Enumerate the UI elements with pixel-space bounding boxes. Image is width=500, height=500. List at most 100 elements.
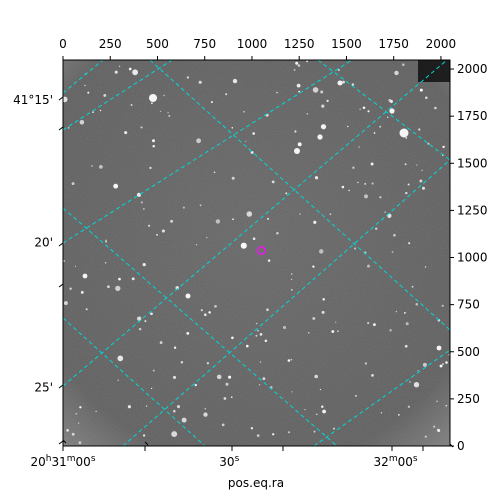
star	[427, 142, 430, 145]
star	[152, 144, 155, 148]
star	[348, 189, 350, 192]
star	[314, 176, 319, 180]
star	[78, 441, 82, 445]
star	[306, 113, 308, 115]
star	[421, 169, 423, 172]
bottom-minor-tick	[62, 439, 67, 444]
star	[347, 125, 349, 128]
star	[145, 405, 148, 407]
star	[357, 181, 359, 184]
star	[398, 414, 400, 416]
star	[434, 106, 437, 110]
right-tick-label: 0	[457, 439, 465, 453]
star	[140, 201, 143, 204]
right-tick-label: 500	[457, 345, 480, 359]
star	[389, 99, 393, 103]
star	[291, 273, 293, 275]
star	[208, 311, 211, 314]
star	[148, 224, 151, 227]
star	[367, 322, 370, 325]
star	[424, 435, 427, 438]
star	[418, 128, 421, 131]
star	[115, 285, 121, 292]
star	[150, 387, 153, 390]
star	[441, 363, 444, 366]
star	[405, 191, 408, 195]
star	[408, 242, 411, 245]
star	[99, 165, 103, 169]
star	[142, 434, 146, 437]
star	[287, 359, 291, 362]
star	[170, 219, 174, 223]
star	[316, 413, 318, 416]
star	[374, 227, 378, 230]
star	[114, 70, 118, 74]
star	[180, 361, 184, 364]
star	[337, 330, 339, 333]
star	[216, 374, 222, 380]
star	[206, 362, 210, 365]
star	[198, 80, 202, 84]
bright-star	[294, 148, 300, 154]
top-tick-label: 1750	[378, 37, 409, 51]
grid-line	[63, 60, 353, 244]
star	[419, 88, 423, 92]
star	[413, 382, 420, 388]
star	[313, 430, 316, 433]
left-tick	[58, 384, 64, 389]
star	[87, 91, 90, 94]
star	[282, 325, 287, 330]
star	[439, 364, 443, 368]
star	[266, 308, 269, 311]
star	[404, 344, 408, 348]
star	[256, 434, 260, 437]
star	[367, 110, 370, 113]
star	[314, 374, 318, 379]
star	[335, 321, 337, 323]
star	[66, 429, 69, 432]
star	[262, 377, 266, 381]
ra-tick-label: 30s	[219, 454, 239, 469]
right-pixel-axis: 0 250 500 750 1000 1250 1500 1750 2000	[450, 62, 488, 453]
ra-tick-label: 32m00s	[374, 454, 418, 469]
star	[395, 310, 398, 313]
star	[425, 96, 428, 99]
star	[69, 287, 72, 290]
star	[326, 99, 329, 103]
star	[276, 231, 279, 235]
star	[127, 405, 131, 409]
star	[250, 427, 254, 430]
star	[379, 196, 382, 199]
star	[417, 369, 419, 372]
star	[297, 64, 301, 67]
star	[394, 70, 399, 76]
star	[71, 432, 75, 436]
star	[200, 309, 203, 312]
top-tick-label: 0	[59, 37, 67, 51]
star	[85, 308, 88, 311]
ra-tick-label: 20h31m00s	[30, 454, 95, 469]
star	[433, 425, 436, 428]
bright-star	[317, 134, 323, 140]
star	[306, 60, 308, 63]
star	[407, 183, 410, 186]
star	[299, 213, 301, 215]
left-tick	[58, 242, 64, 247]
star	[231, 336, 234, 340]
star	[95, 410, 97, 413]
star	[246, 344, 249, 348]
star	[194, 383, 197, 387]
star	[63, 96, 68, 103]
star	[152, 139, 155, 143]
star	[228, 375, 232, 379]
star	[405, 322, 409, 326]
star	[290, 358, 293, 361]
star	[252, 237, 256, 240]
star	[80, 290, 84, 294]
star	[271, 180, 275, 184]
target-marker	[256, 245, 267, 256]
bright-star	[399, 128, 409, 138]
star	[225, 93, 228, 96]
star	[163, 94, 165, 97]
star	[331, 330, 335, 333]
